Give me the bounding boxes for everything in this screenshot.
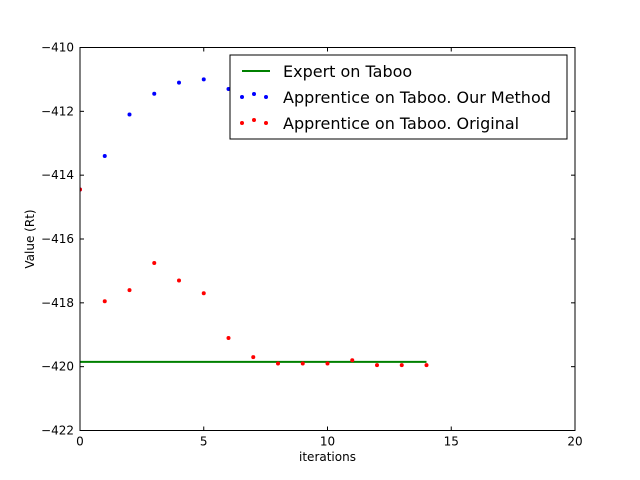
data-point — [177, 80, 181, 85]
data-point — [325, 361, 330, 366]
data-point — [152, 91, 157, 96]
data-point — [251, 355, 256, 360]
legend-label: Apprentice on Taboo. Original — [283, 114, 519, 133]
legend-item: Apprentice on Taboo. Original — [240, 114, 519, 133]
data-point — [201, 291, 206, 296]
legend-label: Expert on Taboo — [283, 62, 412, 81]
data-point — [300, 361, 305, 366]
data-point — [226, 335, 231, 340]
legend-swatch — [252, 118, 256, 122]
x-tick-label: 5 — [200, 435, 208, 449]
legend-swatch — [252, 92, 256, 96]
y-tick-label: −410 — [41, 41, 74, 55]
legend-item: Apprentice on Taboo. Our Method — [240, 88, 551, 107]
data-point — [102, 299, 107, 304]
x-axis-label: iterations — [299, 450, 356, 464]
data-point — [276, 361, 280, 366]
y-tick-label: −422 — [41, 424, 74, 438]
data-point — [127, 288, 132, 293]
legend-label: Apprentice on Taboo. Our Method — [283, 88, 551, 107]
x-tick-label: 20 — [567, 435, 582, 449]
data-point — [375, 363, 379, 368]
legend-swatch — [264, 121, 268, 125]
data-point — [152, 260, 157, 265]
y-axis-label: Value (Rt) — [23, 209, 37, 268]
x-tick-label: 0 — [76, 435, 84, 449]
legend: Expert on Taboo Apprentice on Taboo. Our … — [229, 54, 568, 140]
legend-box — [229, 54, 568, 140]
x-tick-label: 15 — [444, 435, 459, 449]
data-point — [102, 154, 107, 159]
series-layer — [80, 77, 429, 368]
x-tick-label: 10 — [320, 435, 335, 449]
data-point — [201, 77, 206, 82]
data-point — [399, 363, 404, 368]
data-point — [127, 112, 132, 117]
y-tick-label: −414 — [41, 168, 74, 182]
y-tick-label: −418 — [41, 296, 74, 310]
y-tick-label: −412 — [41, 104, 74, 118]
legend-item: Expert on Taboo — [242, 62, 412, 81]
series-apprentice-on-taboo-original — [80, 187, 429, 368]
legend-swatch — [240, 95, 244, 99]
legend-swatch — [264, 95, 268, 99]
ticks-layer: 0 5 10 15 20 −422 −420 −418 −416 −414 −412 −410 — [41, 41, 583, 449]
data-point — [177, 278, 181, 283]
data-point — [424, 363, 429, 368]
y-tick-label: −416 — [41, 232, 74, 246]
legend-swatch — [240, 121, 244, 125]
y-tick-label: −420 — [41, 360, 74, 374]
data-point — [350, 358, 355, 363]
